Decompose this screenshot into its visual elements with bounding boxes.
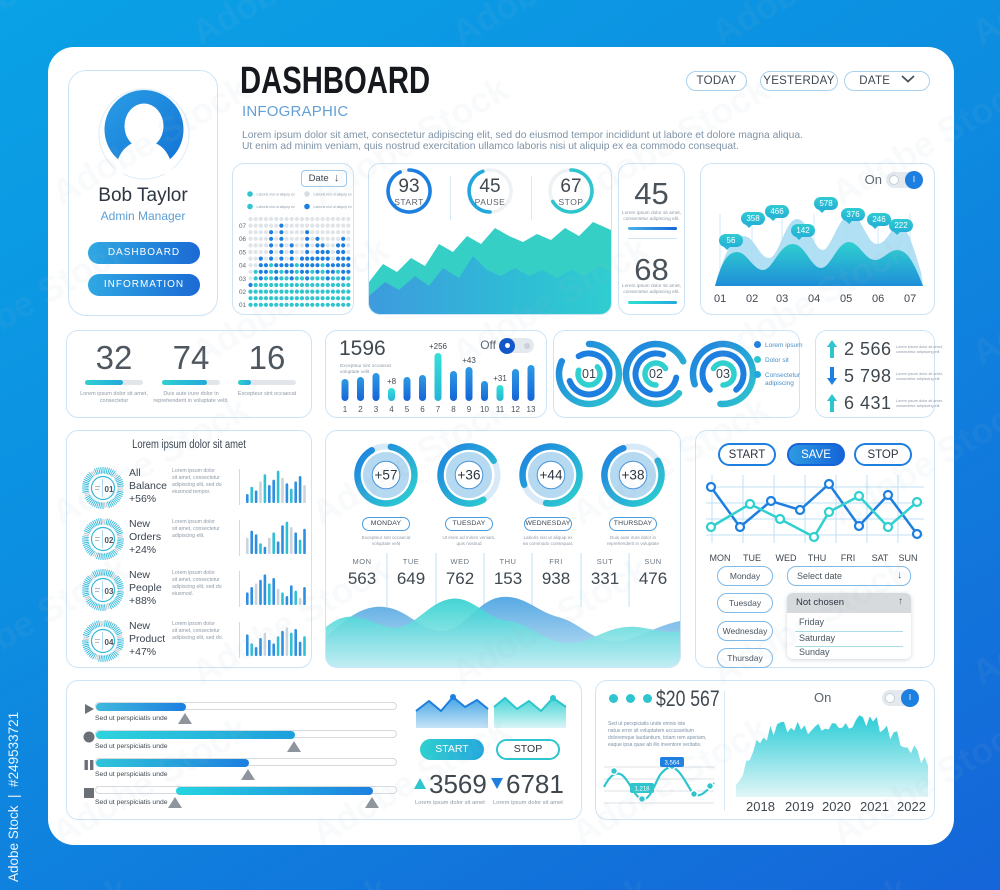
svg-text:04: 04 bbox=[239, 263, 247, 270]
svg-text:02: 02 bbox=[105, 536, 114, 545]
svg-text:05: 05 bbox=[239, 249, 247, 256]
svg-text:3,564: 3,564 bbox=[664, 760, 680, 766]
svg-text:06: 06 bbox=[239, 236, 247, 243]
svg-text:03: 03 bbox=[105, 587, 114, 596]
svg-text:02: 02 bbox=[239, 289, 247, 296]
svg-text:+8: +8 bbox=[387, 377, 397, 386]
svg-text:07: 07 bbox=[239, 223, 247, 230]
svg-text:13: 13 bbox=[527, 405, 536, 414]
svg-text:01: 01 bbox=[105, 485, 114, 494]
svg-text:6: 6 bbox=[420, 405, 425, 414]
svg-text:SAT: SAT bbox=[872, 553, 889, 563]
svg-text:+44: +44 bbox=[540, 468, 563, 483]
svg-text:+31: +31 bbox=[493, 374, 507, 383]
svg-text:+256: +256 bbox=[429, 342, 448, 351]
svg-text:01: 01 bbox=[582, 367, 596, 381]
svg-text:2: 2 bbox=[358, 405, 363, 414]
svg-text:Laboris nisi ut aliquip ex: Laboris nisi ut aliquip ex bbox=[314, 193, 353, 197]
svg-text:9: 9 bbox=[467, 405, 472, 414]
svg-text:MON: MON bbox=[710, 553, 731, 563]
svg-text:Laboris nisi ut aliquip ex: Laboris nisi ut aliquip ex bbox=[314, 205, 353, 209]
svg-text:+57: +57 bbox=[375, 468, 398, 483]
svg-text:3: 3 bbox=[374, 405, 379, 414]
svg-text:+36: +36 bbox=[458, 468, 481, 483]
svg-text:12: 12 bbox=[511, 405, 520, 414]
svg-text:4: 4 bbox=[389, 405, 394, 414]
svg-text:Laboris nisi ut aliquip ex: Laboris nisi ut aliquip ex bbox=[257, 193, 296, 197]
svg-text:FRI: FRI bbox=[841, 553, 856, 563]
svg-text:WED: WED bbox=[776, 553, 797, 563]
svg-text:03: 03 bbox=[239, 276, 247, 283]
svg-text:02: 02 bbox=[649, 367, 663, 381]
svg-text:03: 03 bbox=[716, 367, 730, 381]
svg-text:+43: +43 bbox=[462, 356, 476, 365]
svg-text:11: 11 bbox=[496, 405, 505, 414]
svg-text:10: 10 bbox=[480, 405, 489, 414]
svg-text:SUN: SUN bbox=[898, 553, 917, 563]
svg-text:7: 7 bbox=[436, 405, 441, 414]
svg-text:1,218: 1,218 bbox=[634, 786, 650, 792]
svg-text:8: 8 bbox=[451, 405, 456, 414]
svg-text:+38: +38 bbox=[622, 468, 645, 483]
svg-text:04: 04 bbox=[105, 638, 114, 647]
svg-text:01: 01 bbox=[239, 302, 247, 309]
svg-text:5: 5 bbox=[405, 405, 410, 414]
svg-text:TUE: TUE bbox=[743, 553, 761, 563]
svg-text:THU: THU bbox=[808, 553, 827, 563]
svg-text:1: 1 bbox=[343, 405, 348, 414]
svg-text:Laboris nisi ut aliquip ex: Laboris nisi ut aliquip ex bbox=[257, 205, 296, 209]
